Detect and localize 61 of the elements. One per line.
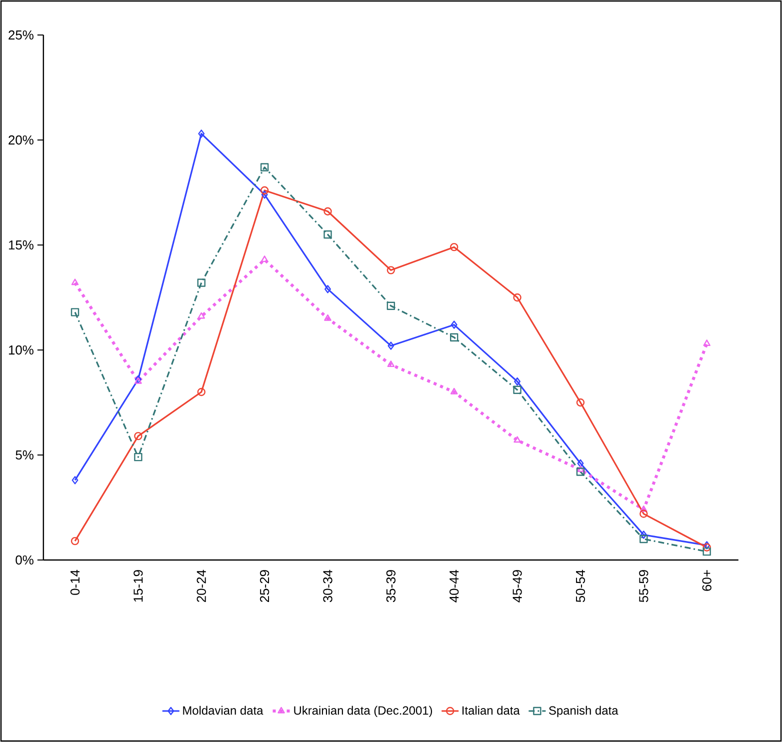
y-tick-label: 0%: [16, 555, 34, 565]
point: [260, 256, 268, 262]
point: [134, 452, 142, 462]
point: [198, 130, 205, 138]
legend-label: Spanish data: [549, 706, 618, 718]
point: [450, 388, 458, 394]
point: [388, 342, 394, 350]
y-tick-label: 5%: [16, 450, 34, 460]
point: [450, 333, 458, 342]
point: [640, 534, 648, 544]
x-tick-label: 55-59: [639, 570, 648, 602]
point: [640, 530, 647, 539]
point: [514, 377, 521, 386]
x-tick-label: 60+: [702, 570, 712, 591]
point: [703, 340, 710, 346]
point: [261, 190, 268, 199]
point: [702, 547, 711, 556]
point: [513, 386, 522, 394]
point: [576, 398, 585, 407]
legend-label: Moldavian data: [183, 706, 264, 715]
point: [514, 436, 521, 443]
point: [450, 320, 458, 329]
point: [450, 242, 458, 252]
y-tick-label: 10%: [8, 345, 34, 355]
point: [387, 360, 395, 368]
point: [70, 308, 80, 316]
legend-label: Italian data: [462, 706, 520, 715]
x-tick-label: 50-54: [576, 570, 586, 602]
x-tick-label: 30-34: [323, 570, 332, 602]
point: [260, 163, 269, 172]
point: [198, 312, 206, 319]
point: [577, 459, 584, 468]
point: [72, 476, 78, 484]
x-tick-label: 0-14: [70, 570, 80, 595]
x-tick-label: 35-39: [386, 570, 396, 602]
x-tick-label: 40-44: [450, 570, 459, 602]
point: [640, 505, 648, 512]
point: [576, 468, 585, 476]
point: [197, 278, 206, 287]
legend-label: Ukrainian data (Dec.2001): [294, 706, 432, 718]
point: [70, 536, 80, 546]
point: [71, 278, 79, 286]
point: [576, 466, 584, 472]
x-tick-label: 15-19: [134, 570, 143, 602]
y-tick-label: 15%: [8, 240, 34, 250]
point: [134, 432, 142, 440]
point: [324, 314, 332, 321]
point: [513, 293, 522, 302]
point: [386, 266, 396, 274]
point: [260, 186, 269, 194]
point: [640, 510, 648, 518]
point: [386, 302, 396, 310]
point: [197, 388, 206, 396]
x-tick-label: 20-24: [196, 570, 206, 602]
point: [324, 230, 332, 239]
y-tick-label: 25%: [8, 30, 34, 40]
x-tick-label: 25-29: [260, 570, 270, 602]
point: [324, 207, 332, 216]
x-tick-label: 45-49: [512, 570, 522, 602]
y-tick-label: 20%: [8, 135, 34, 145]
point: [324, 284, 331, 294]
